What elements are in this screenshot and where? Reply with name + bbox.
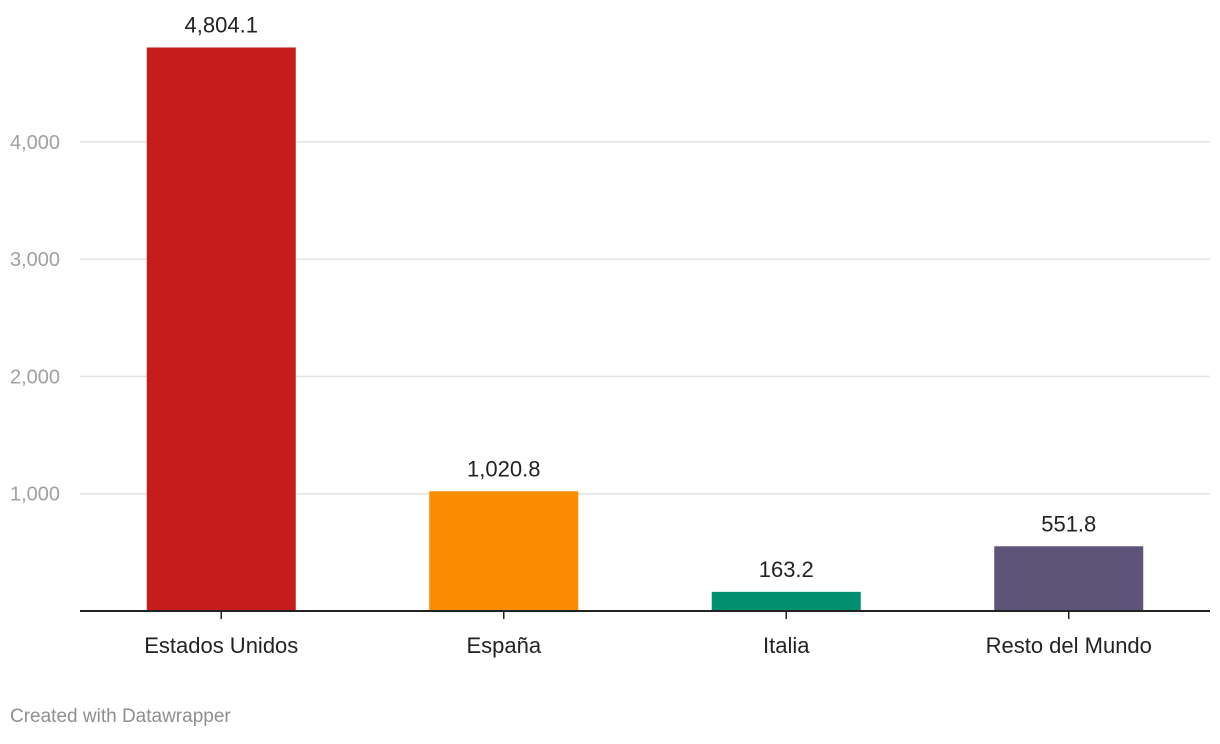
bar-value-label: 163.2 xyxy=(759,557,814,582)
bar-value-labels: 4,804.1 1,020.8 163.2 551.8 xyxy=(185,12,1097,581)
datawrapper-credit: Created with Datawrapper xyxy=(10,706,231,727)
bar xyxy=(711,591,861,611)
y-tick-label: 1,000 xyxy=(10,484,60,506)
y-axis-tick-labels: 1,000 2,000 3,000 4,000 xyxy=(10,132,60,506)
y-tick-label: 2,000 xyxy=(10,366,60,388)
x-axis-ticks xyxy=(220,611,1070,619)
bar xyxy=(146,47,296,612)
x-category-label: España xyxy=(466,633,541,658)
bars xyxy=(146,47,1144,612)
x-axis-category-labels: Estados Unidos España Italia Resto del Mund… xyxy=(144,633,1152,658)
x-category-label: Italia xyxy=(763,633,810,658)
x-category-label: Estados Unidos xyxy=(144,633,298,658)
y-tick-label: 3,000 xyxy=(10,249,60,271)
bar-value-label: 551.8 xyxy=(1041,511,1096,536)
bar-value-label: 1,020.8 xyxy=(467,456,540,481)
x-category-label: Resto del Mundo xyxy=(986,633,1152,658)
y-tick-label: 4,000 xyxy=(10,132,60,154)
bar xyxy=(429,491,579,611)
bar-chart: 1,000 2,000 3,000 4,000 Estados Unidos Españ… xyxy=(10,12,1210,658)
bar xyxy=(994,546,1144,611)
bar-value-label: 4,804.1 xyxy=(185,12,258,37)
